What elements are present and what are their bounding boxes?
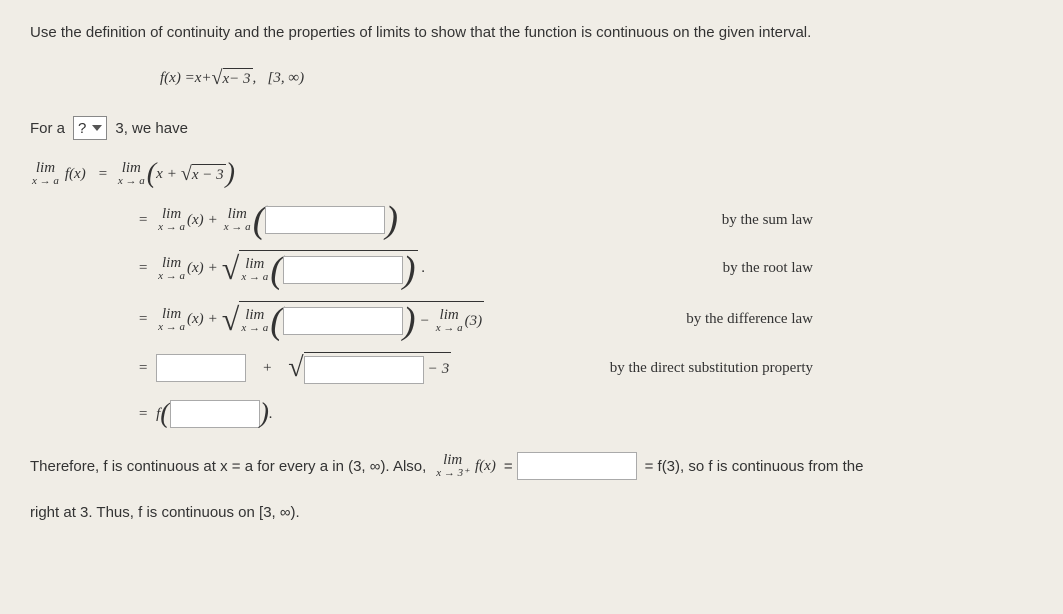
step-0: lim x → a f(x) = lim x → a ( x + √x − 3 … (30, 158, 1033, 190)
reason-sum: by the sum law (722, 212, 1033, 229)
prompt: Use the definition of continuity and the… (30, 24, 811, 41)
lim-rhs: lim x → a (118, 161, 145, 187)
reason-sub: by the direct substitution property (610, 360, 1033, 377)
function-definition: f(x) = x + √x − 3, [3, ∞) (160, 62, 1033, 94)
dropdown-value: ? (78, 120, 86, 137)
lim-x-1: lim x → a (158, 207, 185, 233)
lim-box-2: lim x → a (241, 257, 268, 283)
for-a-pre: For a (30, 120, 65, 137)
conclusion-line-1: Therefore, f is continuous at x = a for … (30, 450, 1033, 482)
step-sum: = lim x → a (x) + lim x → a ( ) by the s… (130, 204, 1033, 236)
blank-final[interactable] (170, 400, 260, 428)
prompt-text: Use the definition of continuity and the… (30, 16, 1033, 48)
conclusion-mid: = f(3), so f is continuous from the (645, 458, 864, 475)
conclusion-pre: Therefore, f is continuous at x = a for … (30, 458, 426, 475)
conclusion-end: right at 3. Thus, f is continuous on [3,… (30, 504, 300, 521)
blank-sum[interactable] (265, 206, 385, 234)
reason-root: by the root law (723, 260, 1033, 277)
lim-box-1: lim x → a (224, 207, 251, 233)
blank-sub-1[interactable] (156, 354, 246, 382)
blank-root[interactable] (283, 256, 403, 284)
chevron-down-icon (92, 125, 102, 131)
blank-conclusion[interactable] (517, 452, 637, 480)
step-root: = lim x → a (x) + √ lim x → a ( ) . by t… (130, 250, 1033, 287)
blank-sub-2[interactable] (304, 356, 424, 384)
lim-fx: lim x → a (32, 161, 59, 187)
step-final: = f ( ) . (130, 398, 1033, 430)
step-sub: = + √ − 3 by the direct substitution pro… (130, 352, 1033, 384)
reason-diff: by the difference law (686, 311, 1033, 328)
step-diff: = lim x → a (x) + √ lim x → a ( ) − lim … (130, 301, 1033, 338)
lim-x-3: lim x → a (158, 307, 185, 333)
for-a-line: For a ? 3, we have (30, 112, 1033, 144)
for-a-post: 3, we have (115, 120, 188, 137)
lim-box-3: lim x → a (241, 308, 268, 334)
relation-dropdown[interactable]: ? (73, 116, 107, 140)
lim-3: lim x → a (436, 308, 463, 334)
conclusion-line-2: right at 3. Thus, f is continuous on [3,… (30, 496, 1033, 528)
blank-diff[interactable] (283, 307, 403, 335)
lim-3plus: lim x → 3⁺ (436, 453, 469, 479)
lim-x-2: lim x → a (158, 256, 185, 282)
